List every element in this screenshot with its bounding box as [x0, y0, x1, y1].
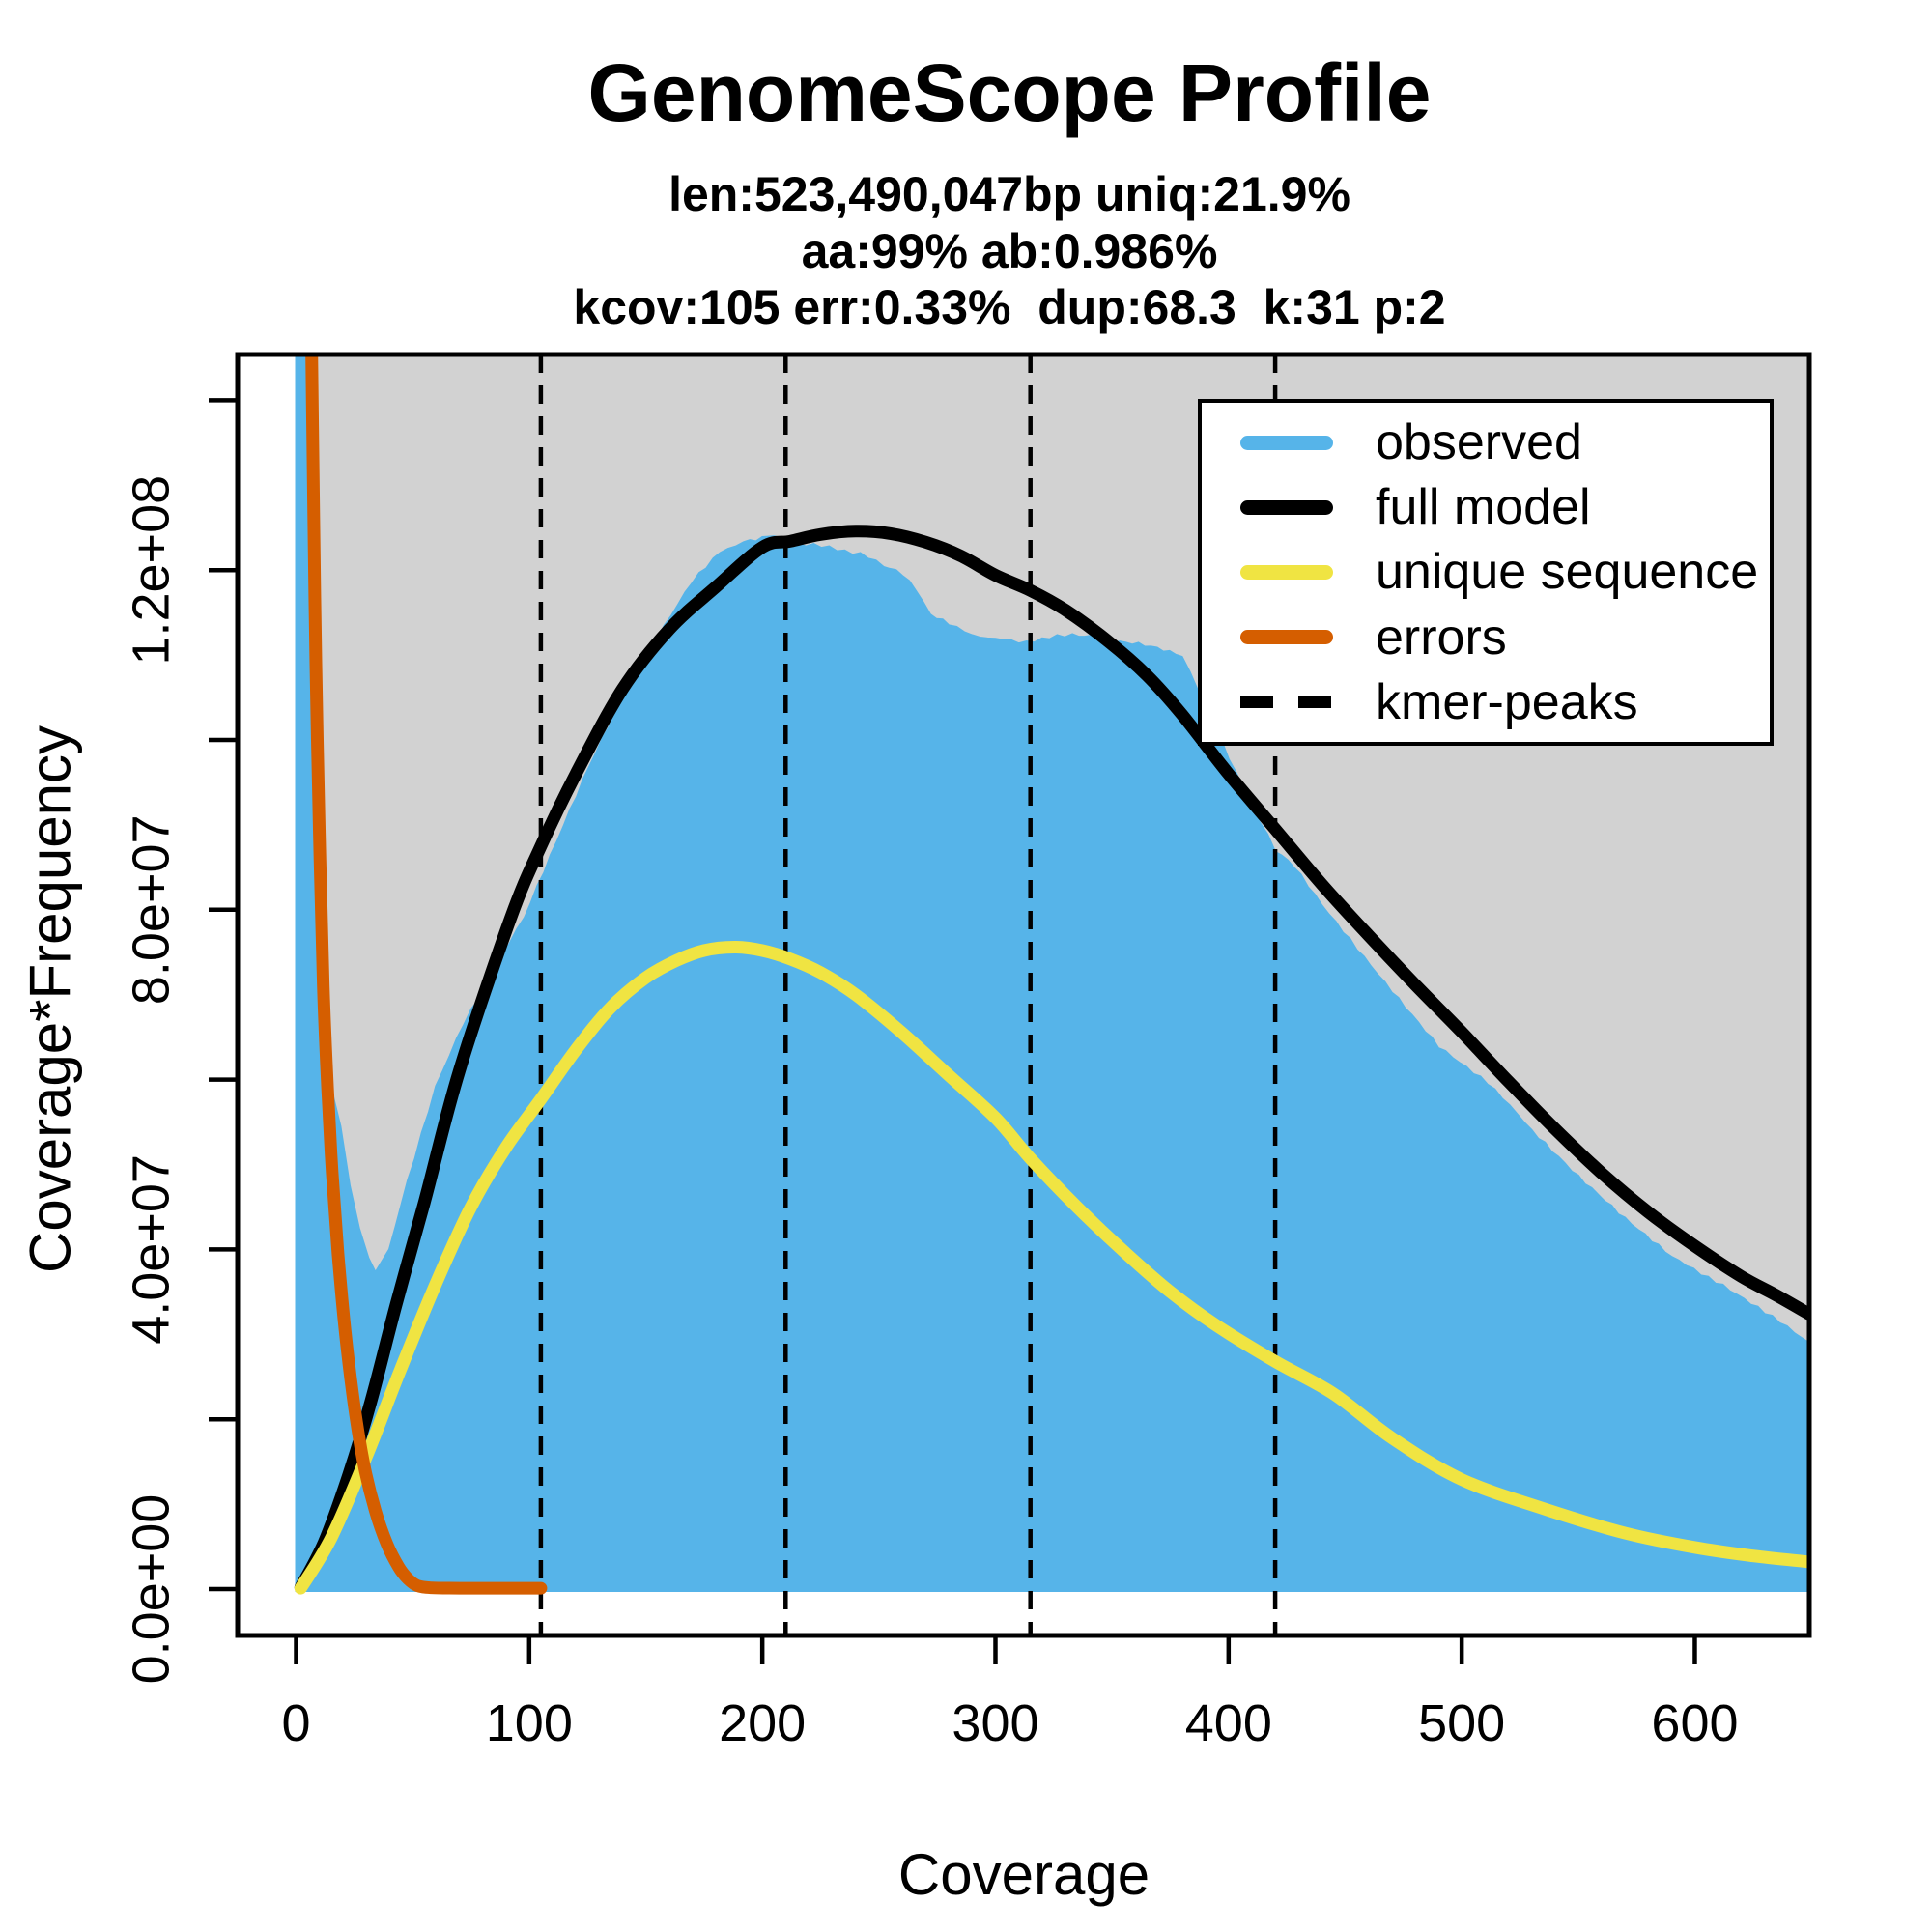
axes: 0 100 200 300 400 500 600 0.0e+00 4.0e+07 8.0e+07…	[122, 398, 1739, 1752]
legend-row-unique-sequence: unique sequence	[1202, 547, 1770, 597]
y-tick-label: 0.0e+00	[122, 1494, 180, 1685]
legend-label: observed	[1376, 414, 1582, 471]
x-tick-label: 300	[952, 1694, 1038, 1752]
subtitle-line-3: kcov:105 err:0.33% dup:68.3 k:31 p:2	[573, 280, 1446, 334]
errors-line-swatch	[1240, 630, 1333, 645]
observed-line-swatch	[1240, 435, 1333, 450]
legend-row-errors: errors	[1202, 612, 1770, 663]
y-tick-label: 1.2e+08	[122, 475, 180, 666]
x-tick-label: 100	[486, 1694, 573, 1752]
y-tick-label: 4.0e+07	[122, 1154, 180, 1345]
y-tick-label: 8.0e+07	[122, 814, 180, 1005]
legend-row-observed: observed	[1202, 417, 1770, 468]
unique-sequence-line-swatch	[1240, 564, 1333, 580]
subtitle-line-2: aa:99% ab:0.986%	[801, 224, 1218, 278]
legend-row-full-model: full model	[1202, 482, 1770, 532]
legend-row-kmer-peaks: kmer-peaks	[1202, 677, 1770, 727]
x-axis-title: Coverage	[897, 1842, 1151, 1907]
legend-label: errors	[1376, 609, 1507, 666]
unique-sequence-line	[294, 941, 1809, 1595]
subtitle-line-1: len:523,490,047bp uniq:21.9%	[668, 167, 1350, 221]
x-tick-label: 500	[1418, 1694, 1505, 1752]
x-tick-label: 200	[719, 1694, 806, 1752]
full-model-line	[294, 525, 1809, 1594]
plot-frame	[235, 352, 1812, 1638]
x-tick-label: 0	[281, 1694, 310, 1752]
x-tick-label: 600	[1651, 1694, 1738, 1752]
x-tick-label: 400	[1185, 1694, 1272, 1752]
legend-label: kmer-peaks	[1376, 673, 1638, 730]
y-axis-title: Coverage*Frequency	[17, 725, 83, 1273]
errors-line	[305, 355, 548, 1595]
observed-area	[295, 355, 1809, 1592]
legend-label: unique sequence	[1376, 544, 1759, 601]
kmer-peaks-dashed-swatch	[1240, 696, 1333, 708]
legend: observed full model unique sequence erro…	[1198, 399, 1774, 746]
full-model-line-swatch	[1240, 499, 1333, 515]
chart-title: GenomeScope Profile	[587, 47, 1432, 138]
legend-label: full model	[1376, 479, 1591, 536]
